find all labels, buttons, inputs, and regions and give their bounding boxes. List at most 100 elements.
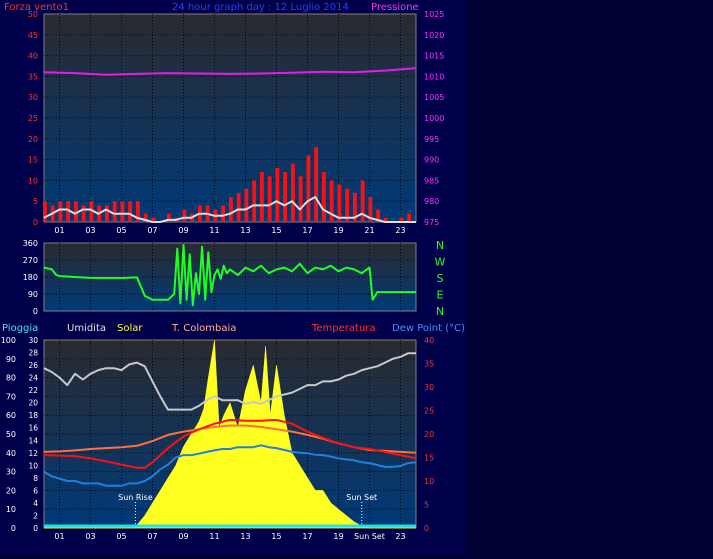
wind-tick-label: 0: [33, 218, 38, 227]
temp-tick-label: 0: [424, 524, 429, 533]
gust-bar: [267, 176, 272, 222]
x-tick-label: 21: [364, 226, 374, 235]
gust-bar: [221, 205, 226, 222]
pressure-tick-label: 995: [424, 135, 439, 144]
rain-tick-label: 20: [6, 486, 16, 495]
temperature-humidity-panel: Pioggia Umidita Solar T. Colombaia Tempe…: [1, 323, 465, 541]
solar-legend: Solar: [117, 323, 143, 334]
x-tick-label: 03: [85, 532, 95, 541]
wind-tick-label: 50: [28, 10, 38, 19]
direction-tick-label: 360: [23, 239, 38, 248]
direction-tick-label: 180: [23, 273, 38, 282]
weather-graph: Forza vento1 24 hour graph day : 12 Lugl…: [0, 0, 466, 555]
gust-bar: [384, 217, 388, 222]
compass-label: E: [437, 289, 444, 302]
x-tick-label: 03: [85, 226, 95, 235]
gust-bar: [353, 192, 357, 222]
gust-bar: [368, 197, 373, 222]
wind-tick-label: 35: [28, 72, 38, 81]
x-tick-label: 15: [271, 532, 281, 541]
wind-tick-label: 40: [28, 52, 38, 61]
x-tick-label: 23: [395, 532, 405, 541]
gust-bar: [260, 172, 264, 222]
empty-area: [466, 0, 713, 555]
gust-bar: [322, 172, 326, 222]
gust-bar: [128, 201, 133, 222]
humidity-tick-label: 24: [28, 374, 38, 383]
rain-tick-label: 70: [6, 392, 16, 401]
humidity-tick-label: 0: [33, 524, 38, 533]
gust-bar: [314, 147, 319, 222]
wind-tick-label: 30: [28, 93, 38, 102]
pressure-tick-label: 1005: [424, 93, 444, 102]
pressure-axis-label: Pressione: [371, 2, 419, 13]
pressure-tick-label: 975: [424, 218, 439, 227]
gust-bar: [43, 201, 47, 222]
x-tick-label: 13: [240, 226, 250, 235]
x-tick-label: 07: [147, 226, 157, 235]
x-tick-label: 09: [178, 532, 188, 541]
wind-tick-label: 20: [28, 135, 38, 144]
humidity-tick-label: 30: [28, 336, 38, 345]
dewpoint-legend: Dew Point (°C): [392, 323, 465, 334]
compass-label: S: [437, 272, 444, 285]
compass-label: N: [436, 305, 444, 318]
x-tick-label: Sun Set: [354, 532, 385, 541]
humidity-tick-label: 18: [28, 411, 38, 420]
gust-bar: [407, 213, 412, 222]
x-tick-label: 01: [54, 532, 64, 541]
rain-axis-label: Pioggia: [2, 323, 38, 334]
x-tick-label: 09: [178, 226, 188, 235]
humidity-tick-label: 2: [33, 511, 38, 520]
gust-bar: [151, 217, 156, 222]
x-tick-label: 05: [116, 532, 126, 541]
gust-bar: [58, 201, 63, 222]
rain-tick-label: 90: [6, 355, 16, 364]
wind-tick-label: 25: [28, 114, 38, 123]
pressure-tick-label: 990: [424, 156, 439, 165]
solar-area: [44, 339, 416, 529]
rain-tick-label: 50: [6, 430, 16, 439]
wind-direction-line: [43, 243, 416, 307]
avg-wind-line: [43, 196, 416, 223]
gust-bar: [283, 172, 288, 222]
pressure-tick-label: 1025: [424, 10, 444, 19]
gust-bar: [298, 176, 303, 222]
gust-bar: [275, 167, 280, 222]
gust-bar: [66, 201, 71, 222]
rain-tick-label: 0: [11, 524, 16, 533]
gust-bar: [337, 184, 342, 222]
gust-bar: [345, 188, 350, 222]
gust-bar: [74, 201, 78, 222]
gust-bar: [229, 197, 233, 222]
x-tick-label: 11: [209, 532, 219, 541]
wind-tick-label: 10: [28, 176, 38, 185]
x-tick-label: 17: [302, 532, 312, 541]
wind-tick-label: 45: [28, 31, 38, 40]
wind-tick-label: 15: [28, 156, 38, 165]
gust-bar: [376, 209, 381, 222]
humidity-tick-label: 22: [28, 386, 38, 395]
rain-tick-label: 80: [6, 374, 16, 383]
humidity-tick-label: 28: [28, 349, 38, 358]
temp-tick-label: 25: [424, 407, 434, 416]
wind-axis-label: Forza vento1: [4, 2, 69, 13]
gust-bar: [105, 205, 109, 222]
gust-bar: [81, 205, 86, 222]
sun-rise-label: Sun Rise: [118, 493, 153, 502]
x-tick-label: 13: [240, 532, 250, 541]
x-tick-label: 19: [333, 226, 343, 235]
x-tick-label: 07: [147, 532, 157, 541]
humidity-line: [43, 352, 416, 411]
pressure-tick-label: 980: [424, 197, 439, 206]
pressure-tick-label: 1020: [424, 31, 444, 40]
temp-tick-label: 20: [424, 430, 434, 439]
gust-bar: [236, 192, 241, 222]
gust-bar: [182, 209, 187, 222]
x-tick-label: 01: [54, 226, 64, 235]
direction-tick-label: 0: [33, 307, 38, 316]
temp-tick-label: 5: [424, 501, 429, 510]
rain-tick-label: 60: [6, 411, 16, 420]
temp-tick-label: 40: [424, 336, 434, 345]
compass-label: N: [436, 239, 444, 252]
